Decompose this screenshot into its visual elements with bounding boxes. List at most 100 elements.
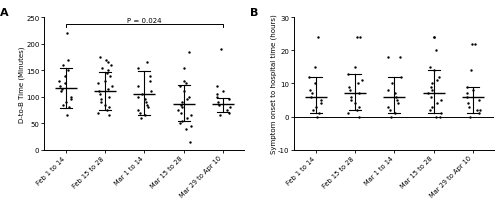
Point bbox=[432, 49, 440, 53]
Point bbox=[105, 114, 113, 117]
Point bbox=[428, 82, 436, 86]
Point bbox=[102, 72, 110, 75]
Point bbox=[463, 96, 471, 99]
Point bbox=[352, 36, 360, 40]
Point bbox=[62, 114, 70, 117]
Point bbox=[222, 109, 230, 112]
Point bbox=[464, 105, 472, 109]
Point bbox=[428, 105, 436, 109]
Point bbox=[347, 96, 355, 99]
Point bbox=[96, 93, 104, 96]
Point bbox=[138, 117, 145, 120]
Point bbox=[471, 43, 479, 46]
Point bbox=[68, 96, 76, 99]
Point bbox=[97, 98, 105, 102]
Point bbox=[186, 114, 194, 117]
Point bbox=[315, 112, 323, 115]
Point bbox=[384, 56, 392, 59]
Point bbox=[355, 115, 363, 119]
Point bbox=[63, 32, 71, 35]
Point bbox=[384, 89, 392, 92]
Point bbox=[141, 114, 149, 117]
Point bbox=[430, 36, 438, 40]
Point bbox=[180, 80, 188, 83]
Point bbox=[97, 101, 105, 104]
Point bbox=[354, 82, 362, 86]
Point bbox=[427, 86, 435, 89]
Point bbox=[352, 66, 360, 69]
Point bbox=[98, 67, 106, 70]
Y-axis label: Symptom onset to hospital time (hours): Symptom onset to hospital time (hours) bbox=[270, 14, 276, 154]
Point bbox=[386, 109, 394, 112]
Text: B: B bbox=[250, 8, 258, 18]
Point bbox=[432, 115, 440, 119]
Point bbox=[392, 99, 400, 102]
Point bbox=[59, 64, 67, 67]
Point bbox=[94, 111, 102, 115]
Point bbox=[62, 74, 70, 78]
Point bbox=[433, 102, 441, 105]
Point bbox=[358, 79, 366, 82]
Point bbox=[430, 36, 438, 40]
Point bbox=[213, 96, 221, 99]
Point bbox=[388, 82, 396, 86]
Point bbox=[396, 76, 404, 79]
Point bbox=[346, 86, 354, 89]
Point bbox=[474, 99, 482, 102]
Point bbox=[178, 119, 186, 123]
Point bbox=[306, 89, 314, 92]
Point bbox=[142, 103, 150, 107]
Point bbox=[354, 105, 362, 109]
Point bbox=[213, 93, 221, 96]
Point bbox=[424, 92, 432, 96]
Point bbox=[180, 67, 188, 70]
Point bbox=[146, 74, 154, 78]
Point bbox=[216, 114, 224, 117]
Y-axis label: D-to-B Time (Minutes): D-to-B Time (Minutes) bbox=[18, 46, 25, 122]
Point bbox=[344, 112, 352, 115]
Point bbox=[356, 36, 364, 40]
Point bbox=[353, 109, 361, 112]
Point bbox=[177, 103, 185, 107]
Point bbox=[426, 66, 434, 69]
Point bbox=[432, 79, 440, 82]
Point bbox=[174, 109, 182, 112]
Point bbox=[65, 106, 73, 109]
Point bbox=[436, 112, 444, 115]
Point bbox=[134, 67, 142, 70]
Point bbox=[214, 101, 222, 104]
Point bbox=[467, 69, 475, 72]
Point bbox=[351, 102, 359, 105]
Point bbox=[312, 115, 320, 119]
Point bbox=[436, 99, 444, 102]
Point bbox=[468, 43, 476, 46]
Point bbox=[56, 90, 64, 94]
Point bbox=[394, 102, 402, 105]
Point bbox=[146, 80, 154, 83]
Point bbox=[436, 76, 444, 79]
Point bbox=[396, 56, 404, 59]
Point bbox=[106, 74, 114, 78]
Point bbox=[430, 69, 438, 72]
Point bbox=[318, 102, 326, 105]
Point bbox=[344, 73, 352, 76]
Point bbox=[136, 111, 144, 115]
Point bbox=[64, 69, 72, 72]
Point bbox=[472, 109, 480, 112]
Point bbox=[226, 106, 234, 109]
Point bbox=[178, 106, 186, 109]
Point bbox=[214, 103, 222, 107]
Point bbox=[182, 127, 190, 131]
Point bbox=[185, 51, 193, 54]
Point bbox=[224, 98, 232, 102]
Point bbox=[58, 88, 66, 91]
Point bbox=[428, 89, 436, 92]
Point bbox=[220, 90, 228, 94]
Point bbox=[176, 85, 184, 88]
Point bbox=[476, 112, 484, 115]
Point bbox=[94, 82, 102, 86]
Point bbox=[134, 109, 142, 112]
Point bbox=[55, 80, 63, 83]
Point bbox=[107, 64, 115, 67]
Point bbox=[104, 61, 112, 65]
